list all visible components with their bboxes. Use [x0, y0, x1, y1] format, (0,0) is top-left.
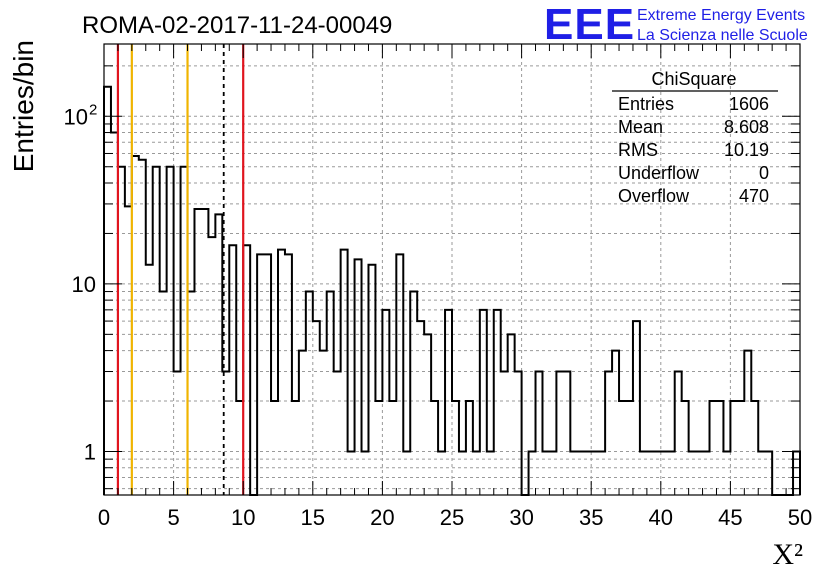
stat-value-overflow: 470: [739, 186, 769, 206]
stat-value-entries: 1606: [729, 94, 769, 114]
logo-line2: La Scienza nelle Scuole: [637, 27, 808, 44]
x-tick-label: 10: [231, 505, 255, 530]
x-tick-label: 40: [649, 505, 673, 530]
stat-label-underflow: Underflow: [618, 163, 700, 183]
stat-label-overflow: Overflow: [618, 186, 690, 206]
eee-logo: EEE Extreme Energy Events La Scienza nel…: [544, 0, 808, 49]
x-tick-label: 0: [98, 505, 110, 530]
marker-lines: [116, 44, 245, 495]
axis-ticks: [103, 44, 801, 495]
x-tick-label: 20: [370, 505, 394, 530]
stat-label-entries: Entries: [618, 94, 674, 114]
logo-line1: Extreme Energy Events: [637, 7, 805, 24]
x-tick-label: 35: [579, 505, 603, 530]
stats-box-name: ChiSquare: [651, 69, 736, 89]
y-axis-label: Entries/bin: [8, 40, 39, 172]
x-tick-label: 45: [718, 505, 742, 530]
x-tick-label: 5: [167, 505, 179, 530]
x-tick-label: 25: [440, 505, 464, 530]
y-tick-label: 10: [72, 272, 96, 297]
histogram-series: [103, 85, 801, 496]
y-tick-label: 1: [84, 439, 96, 464]
stat-value-underflow: 0: [759, 163, 769, 183]
y-tick-exponent: 2: [89, 101, 97, 118]
x-tick-label: 15: [301, 505, 325, 530]
stat-value-mean: 8.608: [724, 117, 769, 137]
stat-label-rms: RMS: [618, 140, 658, 160]
stats-box: ChiSquare Entries 1606 Mean 8.608 RMS 10…: [612, 69, 778, 206]
x-tick-label: 30: [509, 505, 533, 530]
x-axis-label: X²: [772, 538, 803, 571]
logo-mark: EEE: [544, 0, 635, 49]
x-tick-labels: 0 5 10 15 20 25 30 35 40 45 50: [98, 505, 812, 530]
stat-value-rms: 10.19: [724, 140, 769, 160]
grid-lines: [104, 44, 800, 495]
x-tick-label: 50: [788, 505, 812, 530]
y-tick-label: 10: [64, 104, 88, 129]
stat-label-mean: Mean: [618, 117, 663, 137]
chart-title: ROMA-02-2017-11-24-00049: [82, 12, 392, 39]
